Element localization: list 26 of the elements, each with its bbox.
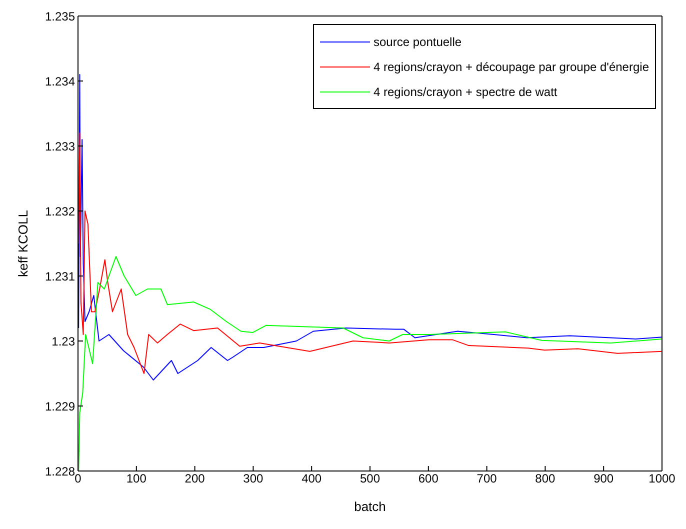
legend-label: source pontuelle (374, 34, 462, 48)
y-tick-label: 1.231 (44, 269, 76, 284)
y-tick-label: 1.232 (44, 204, 76, 218)
y-tick-label: 1.234 (44, 74, 76, 88)
y-axis-title: keff KCOLL (16, 210, 31, 277)
y-tick-label: 1.228 (44, 464, 76, 478)
x-tick-label: 600 (418, 472, 439, 486)
y-tick-label: 1.233 (44, 139, 76, 154)
y-tick-label: 1.235 (44, 9, 76, 24)
x-tick-label: 200 (184, 472, 206, 486)
line-series (78, 74, 662, 380)
x-tick-label: 800 (535, 472, 556, 486)
y-tick-label: 1.229 (44, 399, 76, 414)
legend-label: 4 regions/crayon + découpage par groupe d'énergie (374, 60, 649, 74)
x-tick-label: 0 (74, 472, 82, 486)
x-tick-label: 900 (594, 472, 614, 486)
x-tick-label: 400 (302, 472, 322, 486)
legend-label: 4 regions/crayon + spectre de watt (374, 84, 558, 98)
y-tick-label: 1.23 (52, 334, 76, 348)
x-tick-label: 700 (476, 472, 498, 486)
x-tick-label: 300 (243, 472, 264, 486)
x-tick-label: 500 (360, 472, 380, 486)
x-axis-title: batch (354, 499, 386, 514)
x-tick-label: 1000 (648, 472, 676, 486)
line-series (78, 132, 662, 374)
x-tick-label: 100 (126, 472, 147, 486)
